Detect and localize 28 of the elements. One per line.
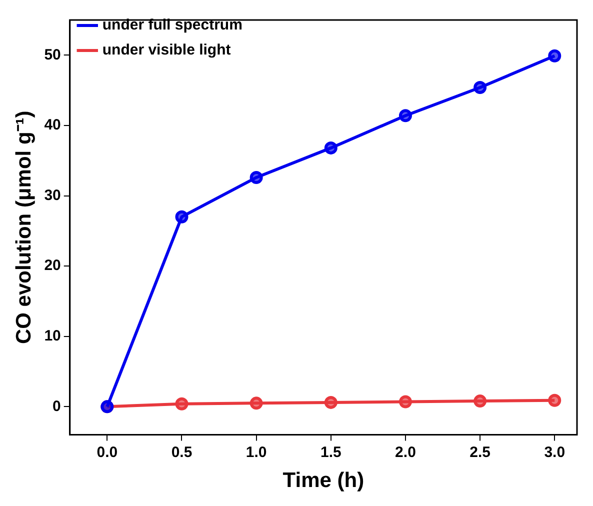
- y-tick-label: 20: [44, 257, 61, 274]
- y-tick-label: 50: [44, 46, 61, 64]
- x-axis-title: Time (h): [282, 469, 364, 492]
- legend-label: under visible light: [102, 42, 231, 59]
- x-tick-label: 0.5: [171, 444, 192, 461]
- point: [324, 396, 338, 409]
- point: [250, 170, 263, 184]
- x-tick-label: 2.0: [395, 444, 416, 461]
- point: [548, 394, 562, 407]
- point: [398, 109, 412, 122]
- point: [474, 80, 487, 94]
- point: [324, 141, 338, 154]
- point: [175, 210, 188, 224]
- y-axis-title: CO evolution (μmol g⁻¹): [12, 110, 36, 344]
- y-tick-label: 30: [44, 186, 61, 204]
- point: [474, 394, 487, 408]
- point: [175, 397, 188, 410]
- x-tick-label: 3.0: [544, 444, 566, 461]
- point: [398, 395, 412, 408]
- x-tick-label: 2.5: [470, 444, 490, 461]
- x-tick-label: 1.5: [320, 444, 342, 461]
- y-tick-label: 10: [44, 328, 61, 345]
- y-tick-label: 40: [44, 116, 61, 134]
- point: [250, 396, 263, 410]
- point: [548, 49, 562, 62]
- x-tick-label: 1.0: [246, 444, 267, 461]
- x-tick-label: 0.0: [96, 444, 118, 461]
- y-tick-label: 0: [52, 398, 61, 415]
